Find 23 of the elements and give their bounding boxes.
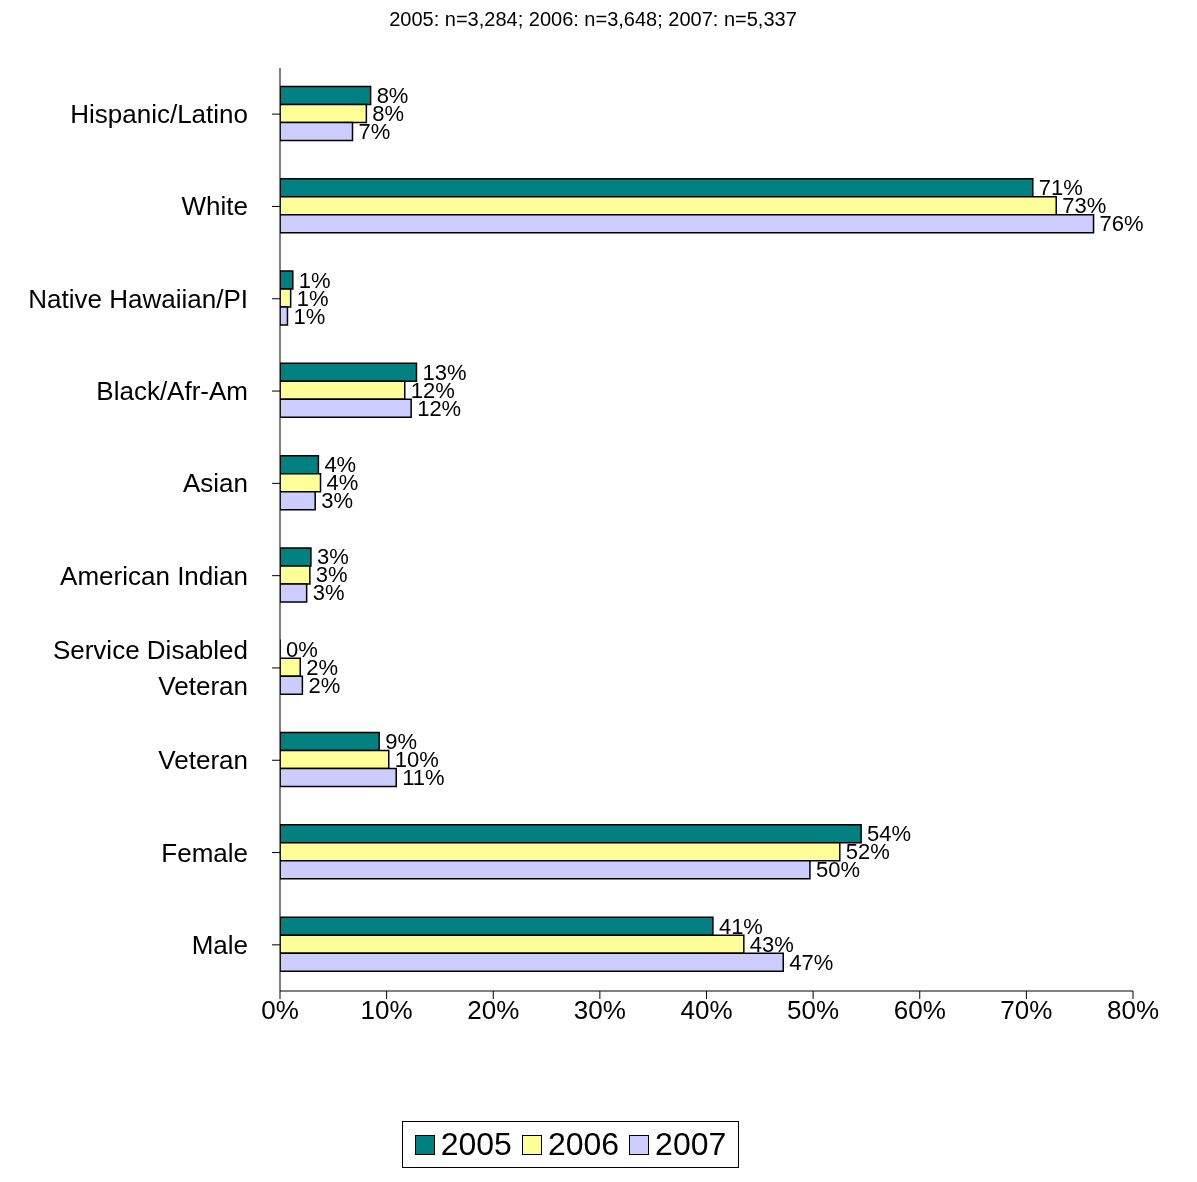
y-tick-label: Veteran xyxy=(158,745,248,776)
x-tick-label: 30% xyxy=(573,995,626,1026)
y-tick-label: Male xyxy=(191,929,248,960)
chart-title: 2005: n=3,284; 2006: n=3,648; 2007: n=5,337 xyxy=(388,8,798,32)
y-tick-label: Asian xyxy=(182,468,248,499)
x-tick-label: 40% xyxy=(680,995,733,1026)
legend-label: 2005 xyxy=(439,1126,512,1163)
legend-label: 2007 xyxy=(654,1126,727,1163)
y-tick-label: Female xyxy=(161,837,248,868)
y-tick-label: Service Disabled Veteran xyxy=(52,634,248,701)
y-tick-label: Black/Afr-Am xyxy=(96,376,248,407)
y-tick-label: Native Hawaiian/PI xyxy=(28,283,248,314)
x-tick-label: 0% xyxy=(261,995,299,1026)
y-tick-label: White xyxy=(181,191,248,222)
x-tick-label: 10% xyxy=(360,995,413,1026)
x-tick-label: 70% xyxy=(1000,995,1053,1026)
x-tick-label: 80% xyxy=(1106,995,1160,1026)
x-tick-label: 20% xyxy=(467,995,520,1026)
y-tick-label: Hispanic/Latino xyxy=(70,99,248,130)
legend-label: 2006 xyxy=(546,1126,620,1163)
y-tick-label: American Indian xyxy=(60,560,248,591)
x-tick-label: 50% xyxy=(787,995,840,1026)
x-tick-label: 60% xyxy=(893,995,946,1026)
